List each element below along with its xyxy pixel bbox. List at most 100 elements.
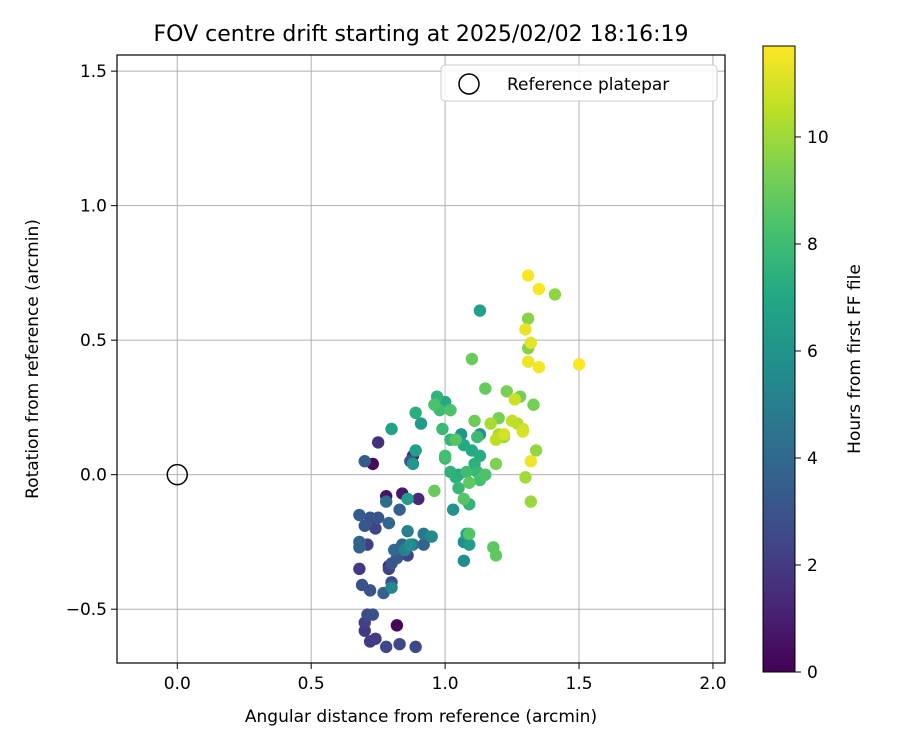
data-point — [401, 492, 414, 506]
data-point — [417, 538, 430, 551]
data-point — [463, 476, 476, 489]
data-point — [473, 304, 487, 317]
data-point — [452, 481, 465, 495]
data-point — [385, 581, 398, 594]
colorbar-label: Hours from first FF file — [845, 264, 865, 454]
data-point — [369, 522, 382, 535]
data-point — [572, 358, 586, 371]
y-axis-label: Rotation from reference (arcmin) — [23, 219, 43, 499]
plot-frame — [116, 54, 726, 664]
data-point — [385, 422, 398, 436]
data-point — [444, 403, 457, 417]
colorbar-tick-label: 6 — [807, 342, 818, 362]
y-tick-label: 1.5 — [80, 62, 107, 82]
data-point — [500, 385, 513, 398]
data-point — [524, 336, 538, 350]
data-point — [484, 417, 497, 430]
data-point — [390, 619, 404, 632]
data-point — [428, 398, 441, 411]
data-point — [508, 393, 521, 406]
data-point — [471, 430, 484, 444]
data-point — [516, 425, 529, 438]
data-point — [489, 457, 503, 471]
legend-box — [440, 64, 718, 102]
data-point — [449, 433, 463, 446]
data-point — [479, 468, 492, 481]
data-point — [548, 288, 562, 301]
data-point — [532, 282, 546, 296]
data-point — [379, 640, 393, 654]
data-point — [366, 608, 379, 621]
colorbar-tick-label: 4 — [807, 449, 818, 469]
data-point — [388, 543, 401, 557]
colorbar-ticks: 0 2 4 6 8 10 — [795, 128, 829, 683]
x-tick-label: 2.0 — [699, 674, 726, 694]
data-point — [353, 508, 366, 522]
data-point — [409, 640, 422, 654]
data-point — [529, 444, 543, 457]
data-point — [412, 492, 425, 506]
data-point — [524, 495, 538, 508]
data-point — [371, 511, 385, 524]
data-point — [379, 495, 393, 508]
data-point — [353, 562, 366, 576]
data-point — [363, 584, 377, 597]
data-point — [457, 492, 471, 506]
data-point — [521, 312, 535, 325]
data-point — [382, 516, 396, 530]
data-point — [527, 398, 540, 411]
y-tick-label: −0.5 — [66, 600, 107, 620]
data-points — [353, 269, 586, 654]
data-point — [393, 503, 406, 516]
x-tick-label: 0.0 — [164, 674, 191, 694]
y-tick-label: 0.5 — [80, 331, 107, 351]
chart-title: FOV centre drift starting at 2025/02/02 … — [154, 22, 689, 47]
data-point — [358, 455, 371, 468]
data-point — [406, 457, 420, 471]
data-point — [369, 632, 382, 645]
colorbar-tick-label: 2 — [807, 556, 818, 576]
data-point — [497, 428, 511, 441]
x-tick-label: 1.5 — [566, 674, 593, 694]
data-point — [521, 355, 535, 368]
data-point — [401, 524, 414, 538]
legend-entry-label: Reference platepar — [507, 75, 669, 95]
data-point — [479, 382, 492, 395]
colorbar-tick-label: 0 — [807, 663, 818, 683]
x-tick-label: 1.0 — [432, 674, 459, 694]
legend: Reference platepar — [440, 64, 718, 102]
data-point — [463, 538, 476, 551]
data-point — [505, 414, 519, 428]
data-point — [532, 360, 546, 374]
data-point — [409, 406, 422, 420]
data-point — [519, 471, 532, 484]
x-axis-label: Angular distance from reference (arcmin) — [245, 707, 597, 727]
y-tick-label: 1.0 — [80, 197, 107, 217]
data-point — [460, 465, 473, 479]
x-axis-ticks: 0.0 0.5 1.0 1.5 2.0 — [164, 663, 726, 694]
data-point — [409, 444, 422, 457]
data-point — [428, 484, 441, 498]
data-point — [414, 417, 428, 430]
y-tick-label: 0.0 — [80, 466, 107, 486]
data-point — [457, 554, 471, 567]
data-point — [465, 352, 479, 366]
y-axis-ticks: −0.5 0.0 0.5 1.0 1.5 — [66, 62, 117, 620]
data-point — [489, 549, 503, 562]
data-point — [468, 414, 481, 428]
data-point — [524, 455, 538, 468]
data-point — [521, 269, 535, 282]
data-point — [444, 465, 457, 479]
colorbar: 0 2 4 6 8 10 Hours from first FF file — [762, 45, 865, 683]
data-point — [353, 541, 366, 554]
data-point — [371, 436, 385, 449]
reference-marker-group — [166, 463, 189, 486]
data-point — [404, 538, 417, 551]
x-tick-label: 0.5 — [298, 674, 325, 694]
colorbar-tick-label: 8 — [807, 235, 818, 255]
data-point — [425, 530, 438, 543]
data-point — [519, 323, 532, 336]
data-point — [438, 449, 452, 463]
colorbar-tick-label: 10 — [807, 128, 829, 148]
